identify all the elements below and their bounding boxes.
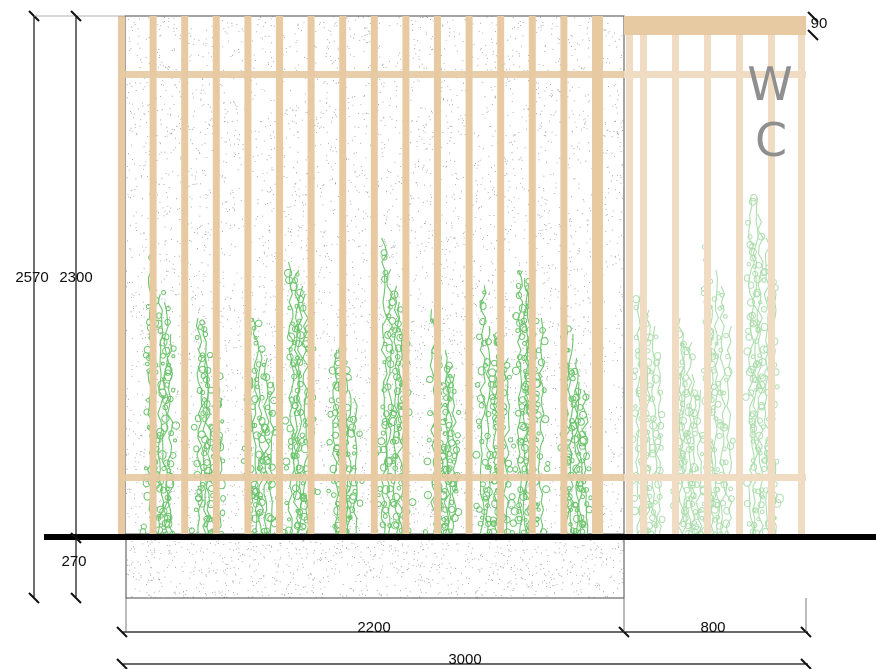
side-timber-slat xyxy=(736,35,743,535)
timber-slat xyxy=(528,16,536,535)
dimension-lines xyxy=(28,10,819,669)
side-rail-bottom xyxy=(624,474,806,481)
dim-cap-thickness: 90 xyxy=(811,15,828,32)
dim-wall-height: 2300 xyxy=(59,269,92,286)
timber-slat xyxy=(434,16,441,535)
side-cap-beam xyxy=(624,16,806,35)
vine-stem xyxy=(742,194,784,535)
timber-slat xyxy=(339,16,347,535)
side-timber-slat xyxy=(704,35,711,535)
timber-slat xyxy=(276,16,283,535)
foundation-texture xyxy=(126,540,624,598)
timber-slat xyxy=(181,16,189,535)
timber-slat xyxy=(402,16,410,535)
side-timber-slat xyxy=(798,35,805,535)
timber-slat xyxy=(118,16,125,535)
timber-slat xyxy=(592,16,599,535)
timber-slat xyxy=(370,16,378,535)
timber-rail-bottom xyxy=(120,474,625,481)
side-timber-slat xyxy=(768,35,775,535)
side-rail-top xyxy=(624,71,806,78)
wc-letter-c: C xyxy=(755,113,787,167)
timber-rail-top xyxy=(120,71,625,78)
vine-stem xyxy=(670,317,708,535)
side-timber-slat xyxy=(640,35,647,535)
vine-stem xyxy=(697,244,736,535)
timber-slat xyxy=(596,16,603,535)
vine-stem xyxy=(628,293,666,535)
timber-slat xyxy=(212,16,220,535)
timber-slat xyxy=(465,16,473,535)
timber-slat xyxy=(244,16,252,535)
dim-wall-width: 2200 xyxy=(357,619,390,636)
timber-slat xyxy=(560,16,568,535)
dim-total-height: 2570 xyxy=(15,269,48,286)
wc-letter-w: W xyxy=(747,57,792,111)
timber-slat xyxy=(497,16,505,535)
timber-slat xyxy=(307,16,315,535)
dim-foundation-depth: 270 xyxy=(61,553,86,570)
timber-slat xyxy=(149,16,157,535)
dim-side-width: 800 xyxy=(700,619,725,636)
vine-stem xyxy=(240,309,283,534)
side-timber-slat xyxy=(626,35,633,535)
timber-frame xyxy=(118,16,806,535)
dim-total-width: 3000 xyxy=(448,651,481,668)
side-timber-slat xyxy=(672,35,679,535)
